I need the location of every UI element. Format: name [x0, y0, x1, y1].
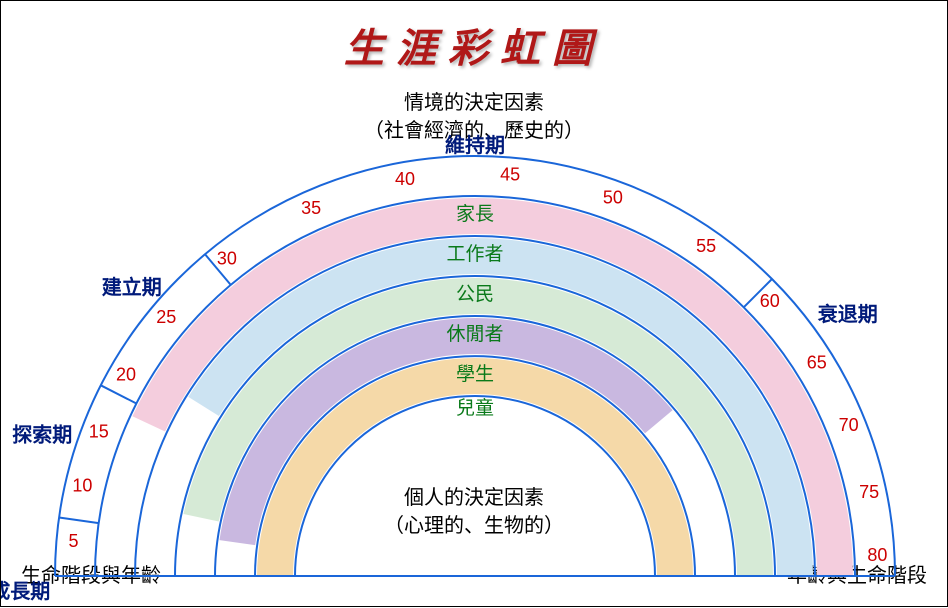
age-label: 15: [89, 422, 109, 442]
role-label: 休閒者: [446, 323, 503, 345]
age-label: 65: [807, 352, 827, 372]
role-label: 學生: [456, 363, 494, 385]
age-label: 10: [72, 475, 92, 495]
role-label: 兒童: [456, 397, 494, 419]
stage-divider: [59, 518, 99, 524]
role-label: 工作者: [446, 243, 503, 265]
stage-label: 成長期: [1, 579, 50, 603]
role-label: 公民: [456, 284, 494, 305]
age-label: 20: [116, 365, 136, 385]
age-label: 75: [859, 482, 879, 502]
stage-label: 衰退期: [817, 302, 878, 326]
age-label: 30: [217, 248, 237, 268]
rainbow-chart-svg: 5 10 15 20 25 30 35 40 45 50 55 60 65 70 75 80 成長期 探索期 建立期…: [1, 1, 948, 608]
age-label: 50: [603, 187, 623, 207]
age-label: 5: [69, 531, 79, 551]
age-label: 80: [867, 545, 887, 565]
age-label: 60: [760, 291, 780, 311]
age-label: 70: [839, 415, 859, 435]
stage-divider: [101, 385, 137, 403]
age-label: 45: [500, 165, 520, 185]
age-label: 40: [395, 169, 415, 189]
stage-label: 維持期: [445, 133, 505, 157]
stage-label: 建立期: [102, 275, 162, 299]
rainbow-diagram-container: 生涯彩虹圖 情境的決定因素 （社會經濟的、歷史的） 個人的決定因素 （心理的、生…: [0, 0, 948, 607]
stage-label: 探索期: [12, 422, 72, 446]
age-label: 55: [696, 236, 716, 256]
age-label: 35: [301, 198, 321, 218]
age-label: 25: [156, 307, 176, 327]
role-label: 家長: [456, 203, 494, 225]
